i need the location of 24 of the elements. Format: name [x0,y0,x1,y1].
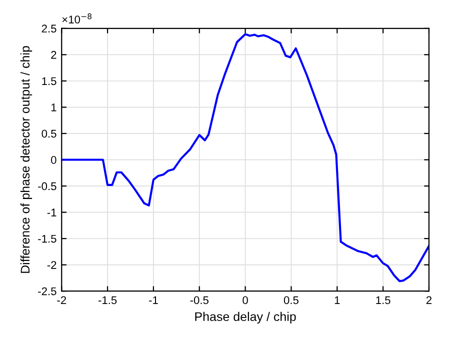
y-tick-label: 1 [51,104,56,112]
x-tick-label: 0 [242,296,248,304]
text: ×10$^{−8}$ [62,13,92,24]
x-tick-label: -1.5 [98,296,117,304]
y-tick-label: -1.5 [38,234,56,243]
x-tick-label: -0.5 [190,296,208,304]
y-tick-label: 0 [51,156,56,164]
y-tick-label: -1 [47,208,56,216]
y-tick-label: -2 [47,261,56,269]
y-tick-label: 1.5 [42,77,56,86]
x-tick-label: -2 [57,296,66,304]
x-tick-label: 2 [426,296,432,304]
x-axis-title: Phase delay / chip [195,312,296,324]
x-tick-label: -1 [149,296,158,304]
y-tick-label: -2.5 [38,287,56,296]
y-tick-label: 2 [51,50,56,59]
y-tick-label: -0.5 [38,182,56,190]
x-tick-label: 0.5 [284,296,298,304]
line-series [62,33,429,282]
y-tick-label: 2.5 [42,24,56,33]
x-tick-label: 1 [334,296,340,304]
y-axis-title: Difference of phase detector output / chip [20,46,32,273]
x-tick-label: 1.5 [376,296,390,304]
y-tick-label: 0.5 [42,130,56,138]
